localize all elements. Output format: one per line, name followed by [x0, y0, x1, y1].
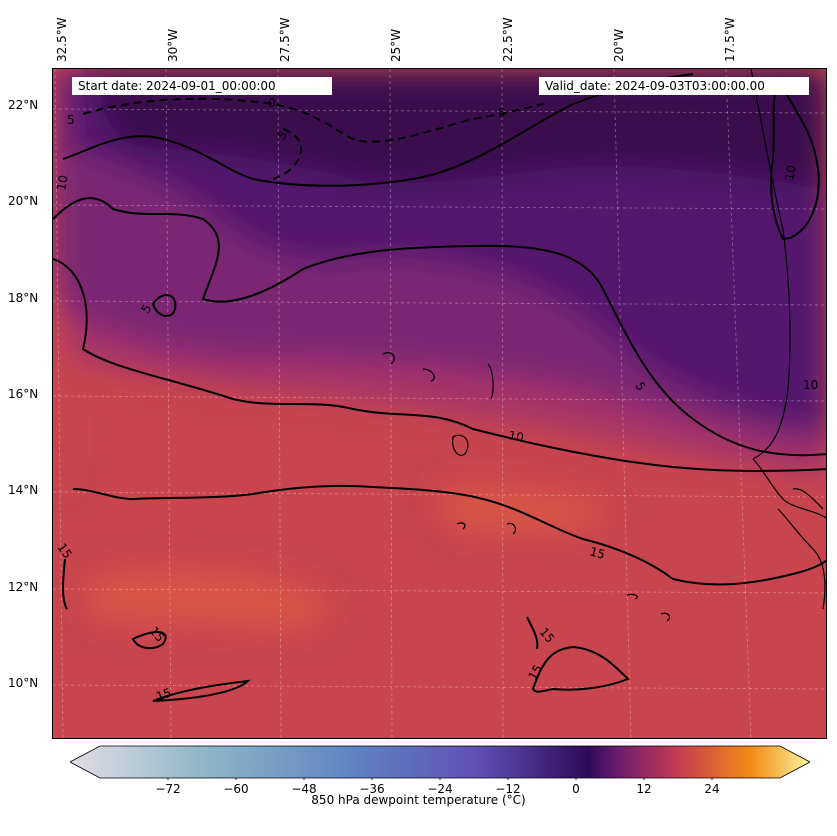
field-very-dry: [93, 69, 826, 189]
latitude-label: 22°N: [8, 98, 39, 112]
latitude-label: 12°N: [8, 580, 39, 594]
colorbar-tick-label: 24: [704, 782, 720, 796]
colorbar: [70, 745, 810, 780]
contour-label: 15: [525, 662, 545, 682]
longitude-label: 25°W: [389, 28, 403, 62]
contour-15-island: [526, 616, 539, 650]
contour-15-island: [131, 631, 167, 650]
contour-15-west: [62, 558, 68, 610]
longitude-label: 20°W: [612, 28, 626, 62]
dewpoint-map: 0 5 5 5 10 10 10 5 5 10 15 15 15 15 15 1…: [53, 69, 826, 738]
contour-label: 10: [507, 428, 524, 444]
contour-lines: [53, 73, 826, 702]
longitude-label: 27.5°W: [278, 17, 292, 62]
contour-label: 10: [54, 174, 70, 191]
field-left-edge: [53, 269, 69, 489]
latitude-label: 18°N: [8, 291, 39, 305]
colorbar-tick-label: −12: [495, 782, 521, 796]
colorbar-tick-label: 12: [636, 782, 652, 796]
contour-0: [272, 128, 303, 180]
start-date-label: Start date: 2024-09-01_00:00:00: [72, 77, 332, 95]
contour-15-island: [531, 645, 630, 693]
valid-date-label: Valid_date: 2024-09-03T03:00:00.00: [539, 77, 809, 95]
latitude-label: 20°N: [8, 194, 39, 208]
colorbar-tick-label: −36: [359, 782, 385, 796]
contour-5-east: [770, 76, 820, 241]
contour-label: 15: [588, 544, 606, 561]
field-very-humid: [83, 568, 330, 631]
contour-10: [53, 197, 826, 457]
contour-5: [151, 294, 177, 317]
colorbar-title: 850 hPa dewpoint temperature (°C): [311, 793, 526, 807]
contour-label: 15: [154, 685, 173, 703]
latitude-label: 14°N: [8, 483, 39, 497]
colorbar-tick-label: −24: [427, 782, 453, 796]
map-panel: 0 5 5 5 10 10 10 5 5 10 15 15 15 15 15 1…: [52, 68, 827, 739]
contour-label: 10: [782, 164, 798, 181]
longitude-label: 32.5°W: [55, 17, 69, 62]
colorbar-tick-label: −60: [223, 782, 249, 796]
longitude-label: 17.5°W: [723, 17, 737, 62]
contour-label: 10: [803, 378, 818, 392]
contour-label: 5: [67, 113, 75, 127]
coastlines: [382, 69, 826, 622]
colorbar-tick-label: −48: [291, 782, 317, 796]
longitude-label: 22.5°W: [501, 17, 515, 62]
colorbar-tick-label: −72: [155, 782, 181, 796]
contour-10-south: [53, 258, 826, 472]
contour-15: [72, 484, 826, 586]
latitude-label: 16°N: [8, 387, 39, 401]
contour-label: 5: [498, 106, 506, 120]
longitude-label: 30°W: [166, 28, 180, 62]
contour-0: [82, 97, 544, 143]
latitude-label: 10°N: [8, 676, 39, 690]
contour-5-north: [62, 73, 694, 187]
contour-15-island: [152, 679, 252, 702]
colorbar-body: [70, 745, 810, 779]
contour-label: 0: [268, 96, 276, 110]
gridlines: [53, 69, 826, 738]
colorbar-tick-marks: [167, 778, 713, 780]
colorbar-tick-label: 0: [572, 782, 580, 796]
